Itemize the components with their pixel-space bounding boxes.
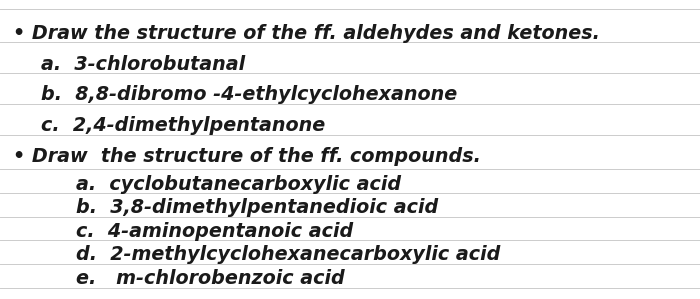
Text: c.  4-aminopentanoic acid: c. 4-aminopentanoic acid bbox=[76, 222, 353, 241]
Text: e.   m-chlorobenzoic acid: e. m-chlorobenzoic acid bbox=[76, 269, 344, 288]
Text: a.  cyclobutanecarboxylic acid: a. cyclobutanecarboxylic acid bbox=[76, 175, 400, 193]
Text: c.  2,4-dimethylpentanone: c. 2,4-dimethylpentanone bbox=[41, 116, 325, 135]
Text: b.  8,8-dibromo -4-ethylcyclohexanone: b. 8,8-dibromo -4-ethylcyclohexanone bbox=[41, 85, 457, 104]
Text: • Draw  the structure of the ff. compounds.: • Draw the structure of the ff. compound… bbox=[13, 147, 480, 166]
Text: • Draw the structure of the ff. aldehydes and ketones.: • Draw the structure of the ff. aldehyde… bbox=[13, 24, 599, 43]
Text: b.  3,8-dimethylpentanedioic acid: b. 3,8-dimethylpentanedioic acid bbox=[76, 198, 438, 217]
Text: a.  3-chlorobutanal: a. 3-chlorobutanal bbox=[41, 55, 245, 74]
Text: d.  2-methylcyclohexanecarboxylic acid: d. 2-methylcyclohexanecarboxylic acid bbox=[76, 245, 500, 264]
